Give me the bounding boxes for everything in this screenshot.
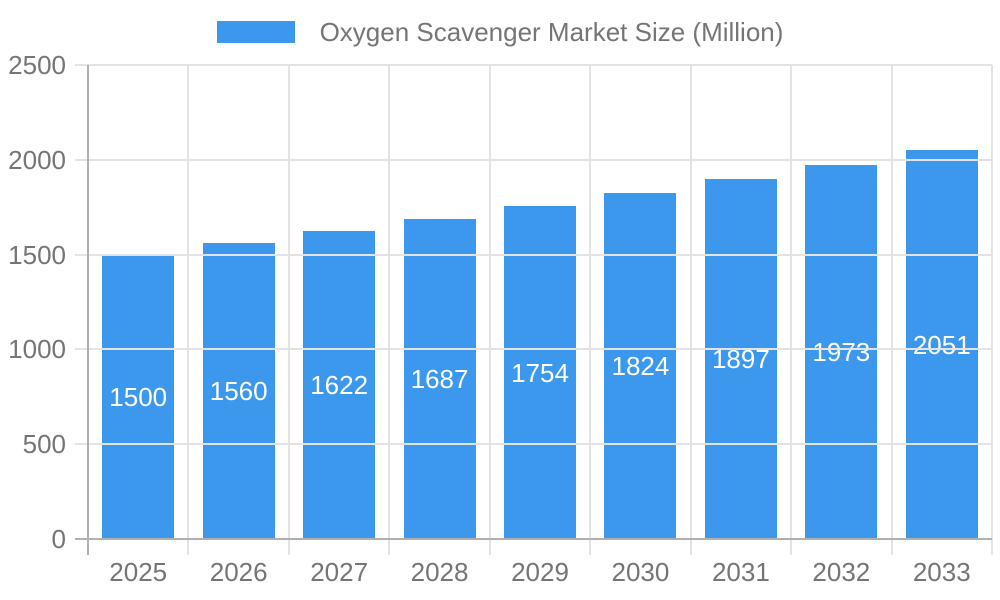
plot-area: 1500 1560 1622 1687 1754 1824 1897 1973 2051 <box>88 65 992 539</box>
y-axis-label: 500 <box>22 429 66 460</box>
x-gridline <box>388 65 391 555</box>
bar-value-label: 1622 <box>310 370 369 401</box>
x-axis-label: 2026 <box>209 557 268 587</box>
bar-2029[interactable]: 1754 <box>504 206 576 539</box>
y-axis-label: 0 <box>51 524 66 554</box>
x-axis-label: 2033 <box>912 557 971 587</box>
y-gridline <box>75 64 992 66</box>
legend: Oxygen Scavenger Market Size (Million) <box>0 16 1000 48</box>
bar-2028[interactable]: 1687 <box>403 219 476 539</box>
bar-2030[interactable]: 1824 <box>604 193 677 539</box>
x-axis-label: 2031 <box>711 557 770 587</box>
y-gridline <box>75 158 992 161</box>
y-gridline <box>75 253 992 256</box>
x-gridline <box>689 65 692 555</box>
x-axis-label: 2027 <box>310 557 369 587</box>
x-gridline <box>287 65 290 555</box>
x-axis-label: 2029 <box>511 557 569 587</box>
bar-2033[interactable]: 2051 <box>905 150 978 539</box>
bar-2031[interactable]: 1897 <box>704 179 777 539</box>
bar-2025[interactable]: 1500 <box>102 254 175 539</box>
bar-2026[interactable]: 1560 <box>202 243 275 539</box>
bar-value-label: 1973 <box>812 336 871 367</box>
x-gridline <box>488 65 491 555</box>
x-axis-label: 2028 <box>410 557 469 587</box>
y-axis-label: 1500 <box>8 239 66 270</box>
bar-value-label: 1560 <box>209 376 268 407</box>
x-axis-label: 2032 <box>812 557 871 587</box>
y-axis-label: 2500 <box>8 50 66 80</box>
bar-value-label: 1824 <box>611 351 670 382</box>
y-gridline <box>75 348 992 351</box>
bar-value-label: 2051 <box>912 329 971 360</box>
x-axis-baseline <box>75 538 992 540</box>
x-gridline <box>589 65 592 555</box>
x-axis-label: 2025 <box>109 557 168 587</box>
legend-swatch[interactable] <box>216 21 295 43</box>
legend-label[interactable]: Oxygen Scavenger Market Size (Million) <box>319 16 784 47</box>
x-axis-label: 2030 <box>611 557 670 587</box>
bar-value-label: 1500 <box>109 381 168 412</box>
x-gridline <box>790 65 793 555</box>
x-gridline <box>890 65 893 555</box>
x-gridline <box>991 65 993 555</box>
bar-2027[interactable]: 1622 <box>303 231 376 539</box>
y-axis-line <box>87 65 89 555</box>
bar-value-label: 1687 <box>410 364 469 395</box>
y-axis-label: 1000 <box>8 334 66 365</box>
y-gridline <box>75 443 992 446</box>
y-axis-label: 2000 <box>8 144 66 175</box>
x-gridline <box>187 65 190 555</box>
bar-2032[interactable]: 1973 <box>805 164 878 539</box>
bar-value-label: 1754 <box>511 357 569 388</box>
